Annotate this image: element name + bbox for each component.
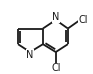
Text: N: N xyxy=(52,12,59,22)
Text: Cl: Cl xyxy=(51,63,61,73)
Text: Cl: Cl xyxy=(78,15,88,25)
Text: N: N xyxy=(26,50,34,60)
